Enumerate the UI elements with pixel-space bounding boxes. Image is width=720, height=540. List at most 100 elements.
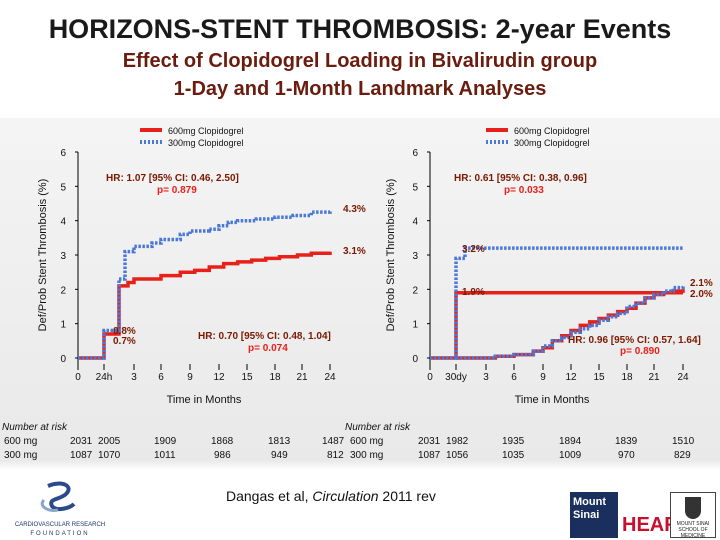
- x-tick-label: 21: [296, 372, 308, 383]
- y-tick-label: 5: [412, 182, 418, 193]
- risk-row-label: 600 mg: [350, 436, 384, 447]
- slide-subtitle-line-1: Effect of Clopidogrel Loading in Bivalir…: [122, 50, 598, 72]
- data-label: 2.0%: [690, 289, 713, 300]
- p-value-label: p= 0.033: [504, 185, 544, 196]
- risk-cell: 949: [271, 450, 288, 461]
- p-value-label: p= 0.074: [248, 343, 288, 354]
- p-value-label: p= 0.879: [157, 185, 197, 196]
- series-300mg-line: [78, 210, 332, 360]
- risk-cell: 2005: [98, 436, 121, 447]
- footer-bar: CARDIOVASCULAR RESEARCH FOUNDATION Danga…: [0, 474, 720, 540]
- x-tick-label: 18: [621, 372, 633, 383]
- x-tick-label: 9: [540, 372, 546, 383]
- y-tick-label: 1: [412, 320, 418, 331]
- x-tick-label: 3: [483, 372, 489, 383]
- citation-authors: Dangas et al,: [226, 488, 309, 504]
- citation-year: 2011 rev: [382, 488, 436, 504]
- logo-text-line-2: FOUNDATION: [30, 531, 89, 537]
- risk-cell: 1868: [211, 436, 234, 447]
- school-of-medicine-logo: MOUNT SINAI SCHOOL OF MEDICINE: [670, 492, 716, 539]
- risk-cell: 1087: [70, 450, 93, 461]
- risk-row-label: 600 mg: [4, 436, 38, 447]
- x-tick-label: 0: [427, 372, 433, 383]
- x-tick-label: 24: [324, 372, 336, 383]
- y-tick-label: 6: [412, 148, 418, 159]
- p-value-label: p= 0.890: [620, 346, 660, 357]
- hazard-ratio-label: HR: 0.61 [95% CI: 0.38, 0.96]: [454, 173, 587, 184]
- citation: Dangas et al, Circulation 2011 rev: [226, 488, 436, 504]
- risk-cell: 1982: [446, 436, 469, 447]
- y-axis-title: Def/Prob Stent Thrombosis (%): [385, 179, 397, 332]
- number-at-risk-label-right: Number at risk: [345, 422, 411, 433]
- data-label: 2.1%: [690, 278, 713, 289]
- risk-row-600-left: 600 mg: [4, 436, 37, 447]
- risk-cell: 2031: [418, 436, 441, 447]
- data-label: 0.7%: [113, 336, 136, 347]
- data-label: 3.2%: [462, 244, 485, 255]
- y-tick-label: 6: [60, 148, 66, 159]
- risk-cell: 812: [327, 450, 344, 461]
- x-tick-label: 12: [213, 372, 225, 383]
- risk-row-label: 300 mg: [350, 450, 384, 461]
- y-tick-label: 4: [60, 217, 66, 228]
- risk-cell: 1056: [446, 450, 469, 461]
- series-300mg-line: [456, 285, 685, 360]
- x-axis-title: Time in Months: [515, 394, 590, 406]
- x-tick-label: 12: [565, 372, 577, 383]
- x-tick-label: 15: [241, 372, 253, 383]
- logo-text-line-1: CARDIOVASCULAR RESEARCH: [15, 522, 105, 528]
- y-axis-title: Def/Prob Stent Thrombosis (%): [37, 179, 49, 332]
- x-tick-label: 9: [187, 372, 193, 383]
- y-tick-label: 2: [60, 285, 66, 296]
- risk-row-label: 300 mg: [4, 450, 38, 461]
- citation-journal: Circulation: [312, 488, 379, 504]
- x-tick-label: 30dy: [445, 372, 467, 383]
- y-tick-label: 3: [412, 251, 418, 262]
- data-label: 3.1%: [343, 246, 366, 257]
- mount-sinai-logo-text-2: Sinai: [573, 509, 600, 521]
- x-tick-label: 15: [593, 372, 605, 383]
- series-600mg-line: [430, 291, 683, 360]
- risk-cell: 1070: [98, 450, 121, 461]
- y-tick-label: 0: [60, 354, 66, 365]
- legend-label: 300mg Clopidogrel: [168, 138, 244, 148]
- x-tick-label: 18: [269, 372, 281, 383]
- risk-cell: 970: [618, 450, 635, 461]
- risk-cell: 1011: [154, 450, 176, 461]
- hazard-ratio-label: HR: 0.96 [95% CI: 0.57, 1.64]: [568, 335, 701, 346]
- cardiovascular-research-foundation-logo: CARDIOVASCULAR RESEARCH FOUNDATION: [15, 481, 105, 537]
- risk-cell: 1813: [268, 436, 291, 447]
- x-tick-label: 24h: [96, 372, 113, 383]
- risk-cell: 1894: [559, 436, 582, 447]
- mount-sinai-logo: Mount Sinai: [570, 492, 618, 538]
- legend-label: 600mg Clopidogrel: [168, 126, 244, 136]
- crest-icon: [685, 497, 701, 519]
- risk-cell: 1035: [502, 450, 525, 461]
- y-tick-label: 0: [412, 354, 418, 365]
- y-tick-label: 1: [60, 320, 66, 331]
- risk-cell: 1909: [154, 436, 177, 447]
- risk-cell: 1935: [502, 436, 525, 447]
- legend-label: 300mg Clopidogrel: [514, 138, 590, 148]
- risk-cell: 1839: [615, 436, 638, 447]
- x-tick-label: 24: [677, 372, 689, 383]
- mount-sinai-logo-text-1: Mount: [573, 496, 606, 508]
- slide-title: HORIZONS-STENT THROMBOSIS: 2-year Events: [48, 14, 672, 44]
- y-tick-label: 3: [60, 251, 66, 262]
- x-axis-title: Time in Months: [167, 394, 242, 406]
- legend-label: 600mg Clopidogrel: [514, 126, 590, 136]
- x-tick-label: 21: [648, 372, 660, 383]
- risk-row-300-left: 300 mg: [4, 450, 37, 461]
- y-tick-label: 4: [412, 217, 418, 228]
- risk-cell: 1009: [559, 450, 582, 461]
- data-label: 0.8%: [113, 326, 136, 337]
- risk-cell: 1487: [322, 436, 345, 447]
- risk-cell: 2031: [70, 436, 93, 447]
- x-tick-label: 6: [158, 372, 164, 383]
- risk-cell: 986: [214, 450, 231, 461]
- data-label: 1.9%: [462, 287, 485, 298]
- x-tick-label: 3: [131, 372, 137, 383]
- risk-cell: 829: [674, 450, 691, 461]
